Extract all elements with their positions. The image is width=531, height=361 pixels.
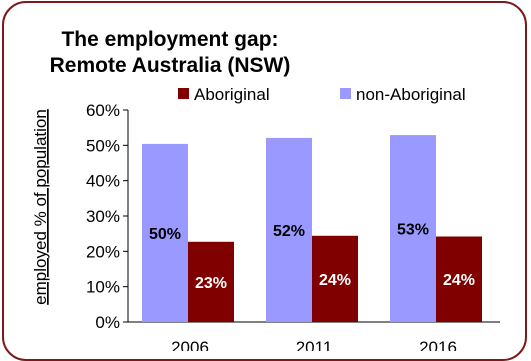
bar-non-aboriginal-2006 [142, 143, 188, 322]
y-tick-label: 50% [86, 136, 120, 155]
employment-gap-chart: The employment gap: Remote Australia (NS… [31, 28, 500, 351]
data-label: 53% [397, 222, 429, 239]
y-tick-label: 30% [86, 207, 120, 226]
data-label: 24% [443, 272, 475, 289]
data-label: 23% [195, 275, 227, 292]
bar-aboriginal-2016 [436, 236, 482, 322]
bar-aboriginal-2011 [312, 235, 358, 322]
y-tick-label: 20% [86, 242, 120, 261]
legend-swatch-non-aboriginal [340, 88, 351, 99]
legend-label: non-Aboriginal [356, 85, 466, 104]
y-tick-label: 60% [86, 101, 120, 120]
x-tick-label: 2006 [171, 338, 209, 351]
chart-title-line-2: Remote Australia (NSW) [50, 54, 291, 77]
legend-label: Aboriginal [194, 85, 270, 104]
x-tick-label: 2011 [296, 338, 333, 351]
bar-non-aboriginal-2011 [266, 137, 312, 322]
y-tick-label: 0% [95, 313, 120, 332]
data-label: 52% [273, 223, 305, 240]
chart-title-line-1: The employment gap: [61, 28, 278, 51]
y-axis-label: employed % of population [31, 109, 50, 305]
bar-aboriginal-2006 [188, 241, 234, 322]
legend-swatch-aboriginal [178, 88, 189, 99]
bar-non-aboriginal-2016 [390, 135, 436, 322]
y-tick-label: 10% [86, 278, 120, 297]
y-tick-label: 40% [86, 172, 120, 191]
data-label: 24% [319, 272, 351, 289]
data-label: 50% [149, 226, 181, 243]
x-tick-label: 2016 [419, 338, 457, 351]
